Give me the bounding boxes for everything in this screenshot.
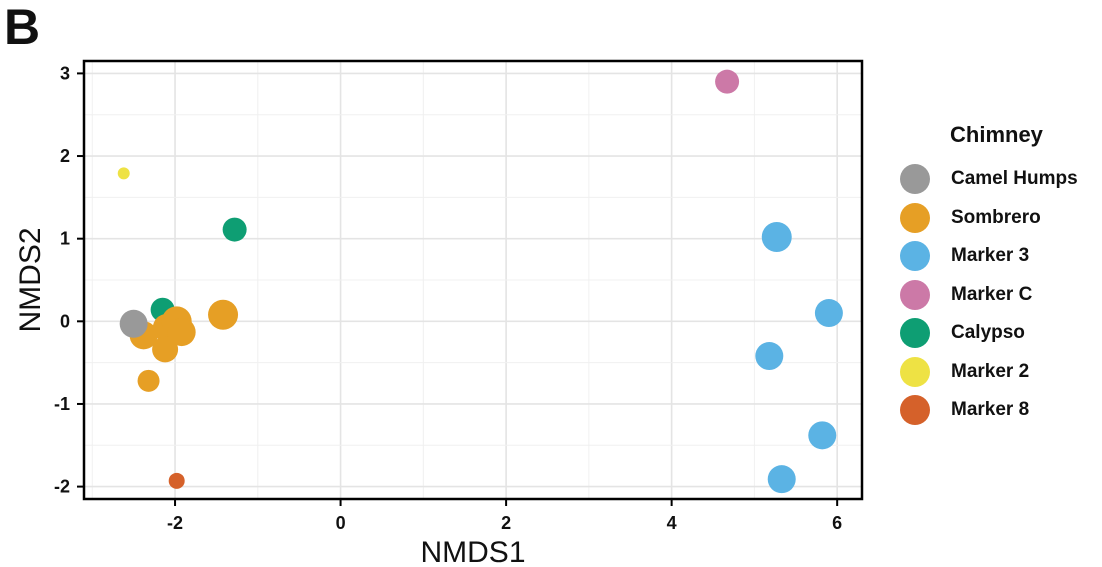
x-tick-label: -2: [167, 513, 183, 533]
legend-label: Marker 3: [951, 245, 1030, 267]
x-axis-label: NMDS1: [420, 536, 525, 567]
legend-label: Calypso: [951, 322, 1025, 344]
data-point: [222, 217, 247, 242]
plot-frame: [82, 59, 864, 501]
x-tick-label: 2: [501, 513, 511, 533]
y-axis-label: NMDS2: [14, 227, 47, 332]
legend-label: Sombrero: [951, 206, 1041, 228]
legend-item: Marker 3: [900, 237, 1078, 276]
data-points: [117, 69, 843, 494]
data-point: [167, 318, 196, 347]
legend-title: Chimney: [950, 122, 1043, 147]
legend-item: Sombrero: [900, 199, 1078, 238]
y-tick-label: 1: [60, 229, 70, 249]
x-tick-label: 6: [832, 513, 842, 533]
data-point: [715, 69, 740, 94]
legend-items: Camel Humps Sombrero Marker 3 Marker C Calyp…: [900, 160, 1078, 430]
legend-label: Camel Humps: [951, 168, 1078, 190]
legend-key: [900, 395, 930, 426]
legend-label: Marker 8: [951, 399, 1030, 421]
legend-key: [900, 241, 930, 272]
data-point: [761, 222, 792, 253]
data-point: [117, 167, 130, 180]
legend-label: Marker C: [951, 283, 1033, 305]
data-point: [168, 472, 185, 489]
data-point: [755, 342, 784, 371]
grid-lines: [84, 61, 862, 499]
y-tick-label: -2: [54, 477, 70, 497]
data-point: [137, 369, 160, 392]
legend-label: Marker 2: [951, 360, 1030, 382]
data-point: [767, 465, 796, 494]
legend-key: [900, 279, 930, 310]
legend-item: Camel Humps: [900, 160, 1078, 199]
y-tick-label: 3: [60, 63, 70, 83]
y-tick-label: 0: [60, 311, 70, 331]
legend: Chimney Camel Humps Sombrero Marker 3 Marke…: [900, 122, 1078, 430]
legend-item: Marker 8: [900, 391, 1078, 430]
x-tick-label: 4: [667, 513, 677, 533]
data-point: [208, 299, 239, 330]
y-tick-label: -1: [54, 394, 70, 414]
legend-item: Marker 2: [900, 353, 1078, 392]
panel-label: B: [4, 0, 41, 55]
legend-item: Calypso: [900, 314, 1078, 353]
x-tick-label: 0: [336, 513, 346, 533]
x-axis-ticks: -2 0 2 4 6: [167, 499, 842, 533]
legend-key: [900, 164, 930, 195]
nmds-scatter-plot: -2 0 2 4 6 -2 -1 0 1 2 3 NMDS1 NMDS2: [14, 59, 864, 567]
data-point: [152, 336, 179, 363]
legend-item: Marker C: [900, 276, 1078, 315]
legend-key: [900, 318, 930, 349]
data-point: [808, 421, 837, 450]
legend-key: [900, 356, 930, 387]
data-point: [814, 299, 843, 328]
legend-key: [900, 202, 930, 233]
data-point: [119, 309, 148, 338]
y-tick-label: 2: [60, 146, 70, 166]
y-axis-ticks: -2 -1 0 1 2 3: [54, 63, 84, 497]
